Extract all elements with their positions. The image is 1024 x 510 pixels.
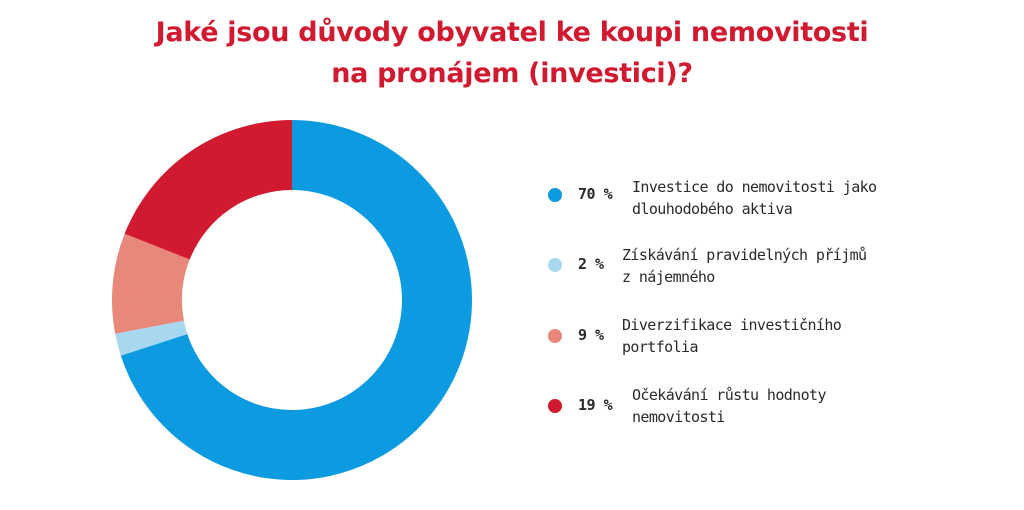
legend-label-portfolio-diversification: Diverzifikace investičního portfolia (622, 314, 882, 358)
legend-label-line: portfolia (622, 338, 698, 356)
legend-label-long-term-asset: Investice do nemovitosti jako dlouhodobé… (632, 176, 892, 220)
donut-slice-rental-income (115, 320, 188, 356)
legend-marker-rental-income (548, 258, 562, 272)
legend-marker-portfolio-diversification (548, 329, 562, 343)
legend-label-line: dlouhodobého aktiva (632, 200, 793, 218)
donut-slice-portfolio-diversification (112, 233, 190, 334)
legend-marker-value-growth (548, 399, 562, 413)
legend-label-rental-income: Získávání pravidelných příjmů z nájemnéh… (622, 244, 882, 288)
legend-item-value-growth: 19 % Očekávání růstu hodnoty nemovitosti (548, 384, 1008, 436)
chart-title-line-1: Jaké jsou důvody obyvatel ke koupi nemov… (155, 17, 869, 48)
donut-chart (112, 120, 473, 480)
legend-item-rental-income: 2 % Získávání pravidelných příjmů z náje… (548, 244, 1008, 296)
legend-item-portfolio-diversification: 9 % Diverzifikace investičního portfolia (548, 314, 1008, 366)
chart-title-line-2: na pronájem (investici)? (331, 58, 693, 89)
legend-value-long-term-asset: 70 % (578, 185, 613, 203)
legend-marker-long-term-asset (548, 188, 562, 202)
legend-label-line: Diverzifikace investičního (622, 316, 842, 334)
legend-label-line: Investice do nemovitosti jako (632, 178, 877, 196)
legend-label-line: Očekávání růstu hodnoty (632, 386, 827, 404)
legend-item-long-term-asset: 70 % Investice do nemovitosti jako dlouh… (548, 176, 1008, 228)
legend-label-line: Získávání pravidelných příjmů (622, 246, 867, 264)
legend-label-line: nemovitosti (632, 408, 725, 426)
chart-legend: 70 % Investice do nemovitosti jako dlouh… (548, 0, 1008, 510)
legend-label-value-growth: Očekávání růstu hodnoty nemovitosti (632, 384, 892, 428)
legend-value-portfolio-diversification: 9 % (578, 326, 604, 344)
legend-label-line: z nájemného (622, 268, 715, 286)
legend-value-value-growth: 19 % (578, 396, 613, 414)
chart-title: Jaké jsou důvody obyvatel ke koupi nemov… (0, 12, 1024, 94)
donut-slice-long-term-asset (120, 120, 473, 480)
legend-value-rental-income: 2 % (578, 255, 604, 273)
donut-slice-value-growth (124, 120, 292, 260)
